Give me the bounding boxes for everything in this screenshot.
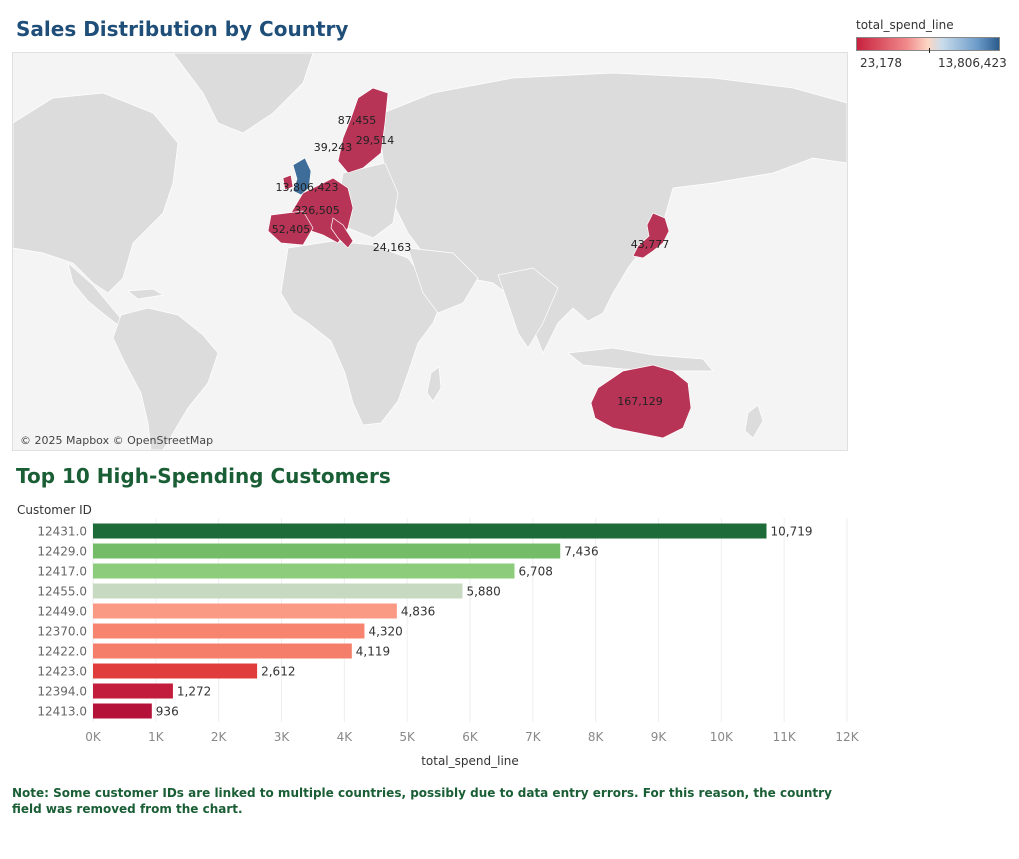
value-label: 5,880	[466, 585, 500, 599]
x-tick-label: 1K	[148, 730, 165, 744]
x-tick-label: 7K	[525, 730, 542, 744]
land-united-kingdom	[292, 157, 312, 196]
category-label: 12413.0	[37, 705, 87, 719]
x-tick-label: 9K	[651, 730, 668, 744]
x-axis-label: total_spend_line	[421, 754, 519, 768]
legend-max-label: 13,806,423	[938, 56, 1007, 70]
bar-chart-title: Top 10 High-Spending Customers	[16, 464, 391, 488]
x-tick-label: 0K	[85, 730, 102, 744]
category-label: 12431.0	[37, 525, 87, 539]
bars-group	[93, 523, 767, 719]
value-label: 6,708	[518, 565, 552, 579]
value-label: 1,272	[177, 685, 211, 699]
x-tick-label: 10K	[710, 730, 734, 744]
land-north-america	[12, 92, 179, 294]
map-label: 24,163	[373, 241, 412, 254]
map-label: 87,455	[338, 114, 377, 127]
value-label: 2,612	[261, 665, 295, 679]
bar[interactable]	[93, 543, 561, 559]
bar-chart: Customer ID 12431.0 12429.0 12417.0 12455.0…	[17, 503, 860, 768]
land-ireland	[282, 174, 294, 191]
land-australia	[590, 364, 692, 439]
bar[interactable]	[93, 603, 397, 619]
x-tick-labels: 0K 1K 2K 3K 4K 5K 6K 7K 8K 9K 10K 11K 12K	[85, 730, 859, 744]
category-label: 12417.0	[37, 565, 87, 579]
land-india	[497, 267, 559, 349]
land-africa	[280, 240, 444, 426]
bar[interactable]	[93, 563, 515, 579]
land-italy	[330, 217, 354, 249]
land-iberia	[267, 210, 314, 246]
land-japan	[632, 212, 670, 259]
bar[interactable]	[93, 703, 152, 719]
category-label: 12422.0	[37, 645, 87, 659]
category-label: 12429.0	[37, 545, 87, 559]
map-label: 43,777	[631, 238, 670, 251]
value-label: 4,836	[401, 605, 435, 619]
value-labels: 10,719 7,436 6,708 5,880 4,836 4,320 4,119 2,61…	[156, 525, 813, 719]
x-tick-label: 6K	[462, 730, 479, 744]
map-label: 52,405	[272, 223, 311, 236]
land-new-zealand	[744, 404, 764, 439]
x-tick-label: 11K	[773, 730, 797, 744]
map-label: 326,505	[294, 204, 340, 217]
x-tick-label: 8K	[588, 730, 605, 744]
bar[interactable]	[93, 523, 767, 539]
map-label: 29,514	[356, 134, 395, 147]
category-label: 12370.0	[37, 625, 87, 639]
map-title: Sales Distribution by Country	[16, 17, 349, 41]
map-label: 167,129	[617, 395, 663, 408]
bar[interactable]	[93, 683, 173, 699]
category-label: 12455.0	[37, 585, 87, 599]
land-madagascar	[426, 366, 442, 402]
category-label: 12423.0	[37, 665, 87, 679]
legend-center-tick	[929, 48, 930, 53]
legend-gradient	[856, 37, 1000, 53]
land-scandinavia	[337, 87, 389, 174]
legend-min-label: 23,178	[860, 56, 902, 70]
value-label: 936	[156, 705, 179, 719]
value-label: 10,719	[771, 525, 813, 539]
bar[interactable]	[93, 643, 352, 659]
footnote: Note: Some customer IDs are linked to mu…	[12, 786, 832, 816]
land-indonesia	[567, 347, 714, 372]
bar[interactable]	[93, 583, 463, 599]
land-caribbean	[127, 288, 165, 300]
world-map[interactable]: 87,455 29,514 39,243 13,806,423 326,505 …	[12, 52, 848, 451]
color-legend: total_spend_line 23,178 13,806,423	[856, 18, 1007, 70]
value-label: 4,119	[356, 645, 390, 659]
map-label: 13,806,423	[276, 181, 339, 194]
legend-title: total_spend_line	[856, 18, 954, 32]
value-label: 4,320	[368, 625, 402, 639]
map-copyright: © 2025 Mapbox © OpenStreetMap	[20, 434, 214, 447]
land-arabia	[407, 247, 479, 314]
y-axis-label: Customer ID	[17, 503, 92, 517]
bar[interactable]	[93, 623, 365, 639]
x-tick-label: 5K	[399, 730, 416, 744]
category-label: 12394.0	[37, 685, 87, 699]
world-map-svg: 87,455 29,514 39,243 13,806,423 326,505 …	[12, 52, 848, 451]
land-south-america	[112, 307, 219, 451]
value-label: 7,436	[564, 545, 598, 559]
category-label: 12449.0	[37, 605, 87, 619]
x-tick-label: 4K	[337, 730, 354, 744]
x-tick-label: 2K	[211, 730, 228, 744]
category-labels: 12431.0 12429.0 12417.0 12455.0 12449.0 12370…	[37, 525, 87, 719]
bar[interactable]	[93, 663, 258, 679]
map-label: 39,243	[314, 141, 353, 154]
x-tick-label: 3K	[274, 730, 291, 744]
land-greenland	[172, 52, 314, 134]
x-tick-label: 12K	[835, 730, 859, 744]
